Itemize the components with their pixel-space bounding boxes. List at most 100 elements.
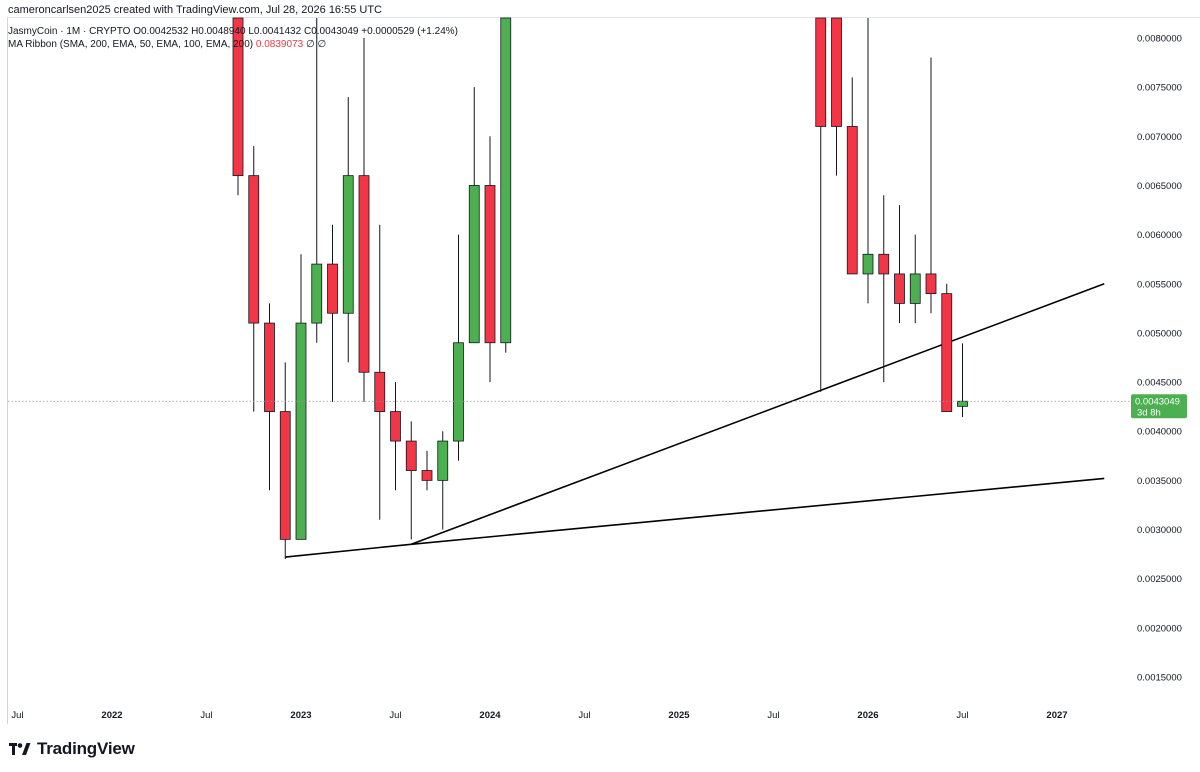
- candle: [500, 17, 512, 353]
- y-tick-label: 0.0025000: [1137, 574, 1182, 585]
- candle: [232, 17, 244, 196]
- tradingview-logo-icon: [9, 743, 31, 755]
- brand-name: TradingView: [37, 739, 135, 758]
- candle: [295, 254, 307, 540]
- candle-countdown: 3d 8h: [1137, 407, 1161, 418]
- y-tick-label: 0.0040000: [1137, 427, 1182, 438]
- candle: [909, 234, 921, 324]
- trendline-layer: [285, 283, 1105, 558]
- candle: [437, 431, 449, 530]
- x-tick-label: Jul: [389, 710, 401, 721]
- candle-body-up: [311, 263, 323, 324]
- candles-layer: [232, 17, 968, 560]
- x-tick-label: 2022: [101, 710, 122, 721]
- time-axis: Jul 2022 Jul 2023 Jul 2024 Jul 2025 Jul 2026 Jul 20…: [11, 710, 1067, 721]
- x-tick-label: 2027: [1046, 710, 1067, 721]
- x-tick-label: 2026: [857, 710, 878, 721]
- y-tick-label: 0.0065000: [1137, 181, 1182, 192]
- y-tick-label: 0.0030000: [1137, 525, 1182, 536]
- candle: [264, 303, 275, 491]
- last-price-value: 0.0043049: [1135, 396, 1180, 407]
- last-price-tag: [1131, 394, 1187, 419]
- candle: [374, 224, 386, 520]
- candle: [957, 343, 968, 418]
- y-tick-label: 0.0050000: [1137, 328, 1182, 339]
- candle-body-up: [453, 342, 464, 442]
- candle: [878, 195, 890, 383]
- candle-body-up: [500, 17, 512, 344]
- candle: [279, 362, 291, 560]
- candle-body-up: [909, 273, 921, 304]
- y-tick-label: 0.0035000: [1137, 476, 1182, 487]
- x-tick-label: Jul: [956, 710, 968, 721]
- symbol-legend[interactable]: JasmyCoin · 1M · CRYPTO O0.0042532 H0.00…: [8, 26, 458, 37]
- candle: [327, 224, 338, 402]
- candle-body-down: [405, 440, 417, 471]
- candle: [831, 17, 842, 176]
- candle-body-down: [248, 175, 260, 324]
- ohlc-close: C0.0043049: [303, 26, 359, 37]
- candle-body-up: [862, 253, 874, 275]
- candle-body-down: [232, 17, 244, 177]
- candle-body-up: [342, 175, 354, 314]
- x-tick-label: 2023: [290, 710, 311, 721]
- y-tick-label: 0.0075000: [1137, 83, 1182, 94]
- candle-body-up: [437, 440, 449, 481]
- indicator-name[interactable]: MA Ribbon (SMA, 200, EMA, 50, EMA, 100, …: [8, 39, 254, 50]
- ohlc-open: O0.0042532: [133, 26, 189, 37]
- candle-body-down: [358, 175, 370, 373]
- x-tick-label: 2024: [479, 710, 501, 721]
- candle-body-down: [894, 273, 905, 304]
- ohlc-high: H0.0048940: [191, 26, 246, 37]
- candle: [468, 87, 480, 344]
- x-tick-label: Jul: [11, 710, 23, 721]
- symbol-name[interactable]: JasmyCoin · 1M · CRYPTO: [8, 26, 131, 37]
- y-tick-label: 0.0020000: [1137, 623, 1182, 634]
- candle: [941, 283, 953, 412]
- candle: [862, 18, 874, 304]
- x-tick-label: Jul: [767, 710, 779, 721]
- candle-body-down: [264, 322, 275, 412]
- candle: [358, 38, 370, 402]
- x-tick-label: Jul: [200, 710, 212, 721]
- ohlc-low: L0.0041432: [248, 26, 302, 37]
- tradingview-brand[interactable]: TradingView: [9, 739, 135, 759]
- y-tick-label: 0.0070000: [1137, 132, 1182, 143]
- candle: [815, 17, 827, 392]
- price-axis: 0.0080000 0.0075000 0.0070000 0.0065000 0.00…: [1137, 34, 1182, 684]
- candle-body-down: [831, 17, 842, 127]
- indicator-legend[interactable]: MA Ribbon (SMA, 200, EMA, 50, EMA, 100, …: [8, 39, 326, 50]
- candle: [390, 382, 401, 491]
- candle-body-down: [421, 470, 433, 481]
- trendline: [285, 543, 412, 558]
- candle: [846, 77, 858, 275]
- y-tick-label: 0.0015000: [1137, 673, 1182, 684]
- candle: [484, 136, 496, 383]
- candle-body-down: [846, 126, 858, 275]
- candle: [342, 96, 354, 363]
- trendline: [410, 283, 1105, 546]
- ohlc-change: +0.0000529 (+1.24%): [361, 26, 458, 37]
- indicator-value: 0.0839073: [255, 39, 304, 50]
- y-tick-label: 0.0055000: [1137, 279, 1182, 290]
- chart-pane[interactable]: [7, 17, 1200, 724]
- y-tick-label: 0.0080000: [1137, 34, 1182, 45]
- x-tick-label: 2025: [668, 710, 690, 721]
- indicator-extra: ∅ ∅: [305, 39, 327, 50]
- y-tick-label: 0.0060000: [1137, 230, 1182, 241]
- candle-body-down: [878, 253, 890, 275]
- y-tick-label: 0.0045000: [1137, 378, 1182, 389]
- candle: [453, 234, 464, 461]
- candle: [894, 205, 905, 324]
- candle-body-down: [390, 411, 401, 442]
- x-tick-label: Jul: [578, 710, 590, 721]
- candle-body-down: [279, 411, 291, 540]
- candle-body-up: [468, 185, 480, 344]
- candle-body-up: [295, 322, 307, 540]
- candle-body-down: [327, 263, 338, 314]
- candle-body-down: [925, 273, 937, 295]
- candle: [311, 18, 323, 343]
- candle: [925, 57, 937, 314]
